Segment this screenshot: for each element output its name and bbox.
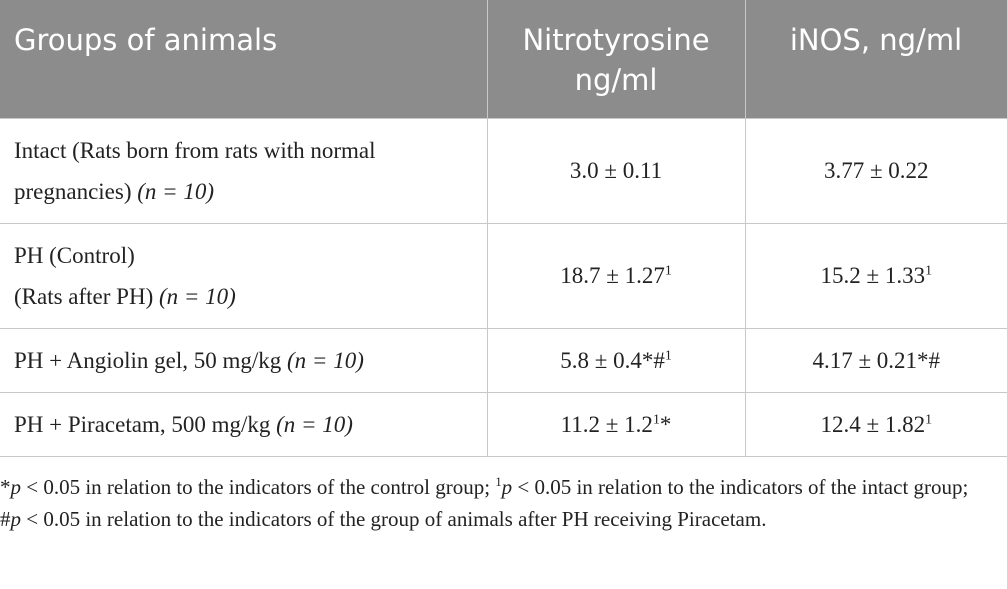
text: < 0.05 in relation to the indicators of … bbox=[21, 506, 767, 531]
value-cell: 3.77 ± 0.22 bbox=[744, 117, 1007, 224]
cell-line: 12.4 ± 1.821 bbox=[760, 404, 994, 445]
superscript: 1 bbox=[652, 410, 660, 426]
text: 4.17 ± 0.21*# bbox=[812, 347, 941, 373]
italic-text: p bbox=[10, 506, 22, 531]
table-row: Intact (Rats born from rats with normal … bbox=[0, 117, 1007, 224]
value-cell: 3.0 ± 0.11 bbox=[486, 117, 746, 224]
table-row: PH + Angiolin gel, 50 mg/kg (n = 10) 5.8 … bbox=[0, 327, 1007, 393]
superscript: 1 bbox=[925, 262, 933, 278]
text: 11.2 ± 1.2 bbox=[560, 411, 653, 437]
header-cell: iNOS, ng/ml bbox=[745, 0, 1007, 118]
group-cell: PH (Control) (Rats after PH) (n = 10) bbox=[0, 222, 488, 329]
header-row: Groups of animals Nitrotyrosine ng/ml iNOS… bbox=[0, 0, 1007, 118]
value-cell: 12.4 ± 1.821 bbox=[744, 391, 1007, 457]
cell-line: Intact (Rats born from rats with normal … bbox=[14, 130, 473, 212]
text: 15.2 ± 1.33 bbox=[820, 263, 926, 288]
cell-line: 3.0 ± 0.11 bbox=[502, 150, 731, 191]
italic-text: (n = 10) bbox=[287, 347, 364, 373]
header-cell: Nitrotyrosine ng/ml bbox=[487, 0, 746, 118]
cell-line: 11.2 ± 1.21* bbox=[502, 404, 731, 445]
group-cell: PH + Angiolin gel, 50 mg/kg (n = 10) bbox=[0, 327, 488, 393]
cell-line: 4.17 ± 0.21*# bbox=[760, 340, 994, 381]
italic-text: p bbox=[501, 474, 513, 499]
superscript: 1 bbox=[664, 346, 672, 362]
value-cell: 4.17 ± 0.21*# bbox=[744, 327, 1007, 393]
cell-line: 5.8 ± 0.4*#1 bbox=[502, 340, 731, 381]
text: PH (Control) bbox=[14, 242, 135, 268]
text: 3.77 ± 0.22 bbox=[823, 158, 929, 183]
value-cell: 5.8 ± 0.4*#1 bbox=[486, 327, 746, 393]
cell-line: 18.7 ± 1.271 bbox=[502, 255, 731, 296]
table-row: PH + Piracetam, 500 mg/kg (n = 10) 11.2 ±… bbox=[0, 391, 1007, 457]
value-cell: 15.2 ± 1.331 bbox=[744, 222, 1007, 329]
value-cell: 18.7 ± 1.271 bbox=[486, 222, 746, 329]
text: < 0.05 in relation to the indicators of … bbox=[21, 474, 496, 499]
table-row: PH (Control) (Rats after PH) (n = 10) 18.7… bbox=[0, 222, 1007, 329]
superscript: 1 bbox=[664, 262, 672, 278]
cell-line: PH + Angiolin gel, 50 mg/kg (n = 10) bbox=[14, 340, 473, 381]
italic-text: (n = 10) bbox=[276, 411, 353, 437]
cell-line: PH + Piracetam, 500 mg/kg (n = 10) bbox=[14, 404, 473, 445]
text: < 0.05 in relation to the indicators of … bbox=[0, 474, 969, 531]
group-cell: PH + Piracetam, 500 mg/kg (n = 10) bbox=[0, 391, 488, 457]
group-cell: Intact (Rats born from rats with normal … bbox=[0, 117, 488, 224]
text: PH + Angiolin gel, 50 mg/kg bbox=[14, 347, 288, 373]
footnote: *p < 0.05 in relation to the indicators … bbox=[0, 457, 990, 535]
superscript: 1 bbox=[925, 410, 933, 426]
text: * bbox=[659, 411, 672, 437]
header-cell: Groups of animals bbox=[0, 0, 488, 118]
value-cell: 11.2 ± 1.21* bbox=[486, 391, 746, 457]
italic-text: p bbox=[10, 474, 22, 499]
text: 5.8 ± 0.4*# bbox=[560, 347, 665, 373]
text: Intact (Rats born from rats with normal … bbox=[14, 137, 376, 204]
superscript: 1 bbox=[495, 474, 502, 489]
italic-text: (n = 10) bbox=[137, 178, 215, 204]
cell-line: PH (Control) bbox=[14, 235, 473, 276]
cell-line: 3.77 ± 0.22 bbox=[760, 150, 994, 191]
text: 12.4 ± 1.82 bbox=[820, 411, 926, 437]
text: 3.0 ± 0.11 bbox=[569, 158, 663, 183]
text: * bbox=[0, 474, 11, 499]
data-table: Groups of animals Nitrotyrosine ng/ml iNOS… bbox=[0, 0, 1007, 457]
text: 18.7 ± 1.27 bbox=[560, 263, 665, 288]
text: (Rats after PH) bbox=[14, 283, 159, 309]
italic-text: (n = 10) bbox=[159, 283, 236, 309]
text: PH + Piracetam, 500 mg/kg bbox=[14, 411, 277, 437]
cell-line: 15.2 ± 1.331 bbox=[760, 255, 994, 296]
cell-line: (Rats after PH) (n = 10) bbox=[14, 276, 473, 317]
